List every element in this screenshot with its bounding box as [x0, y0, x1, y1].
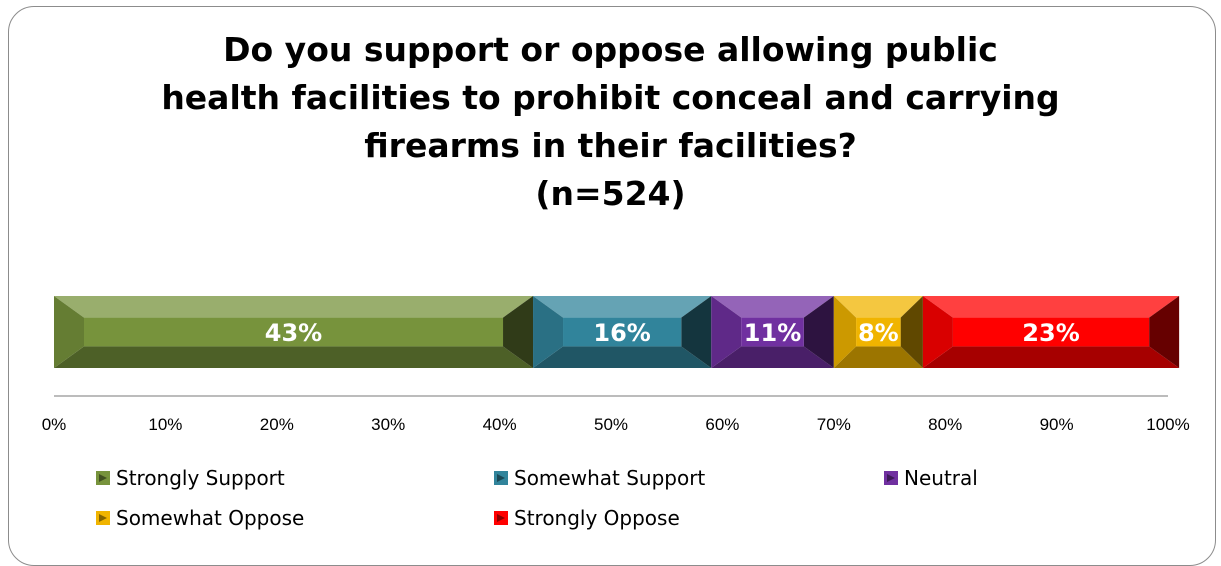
legend-label-strongly-support: Strongly Support [116, 466, 285, 490]
data-label-strongly-support: 43% [265, 319, 322, 347]
bar-bevel-top [833, 296, 923, 318]
bar-face [856, 317, 901, 347]
x-tick-label: 80% [928, 415, 962, 434]
legend-item-strongly-oppose: Strongly Oppose [494, 506, 680, 530]
bar-bevel-right [1149, 296, 1180, 368]
bar-segment-somewhat-oppose [833, 296, 923, 368]
stacked-bar-chart: 43% 16% 11% 8% 23% 0% 10% 20% 30% 40% 50% 60% 70% 80%… [42, 296, 1190, 434]
bar-bevel-left [833, 296, 857, 368]
chart-title-line-1: Do you support or oppose allowing public [223, 30, 998, 69]
bar-bevel-bottom [833, 346, 923, 368]
bar-bevel-left [922, 296, 953, 368]
bar-face [563, 317, 682, 347]
bar-bevel-left [54, 296, 84, 368]
x-tick-label: 20% [260, 415, 294, 434]
x-tick-label: 50% [594, 415, 628, 434]
x-tick-label: 70% [817, 415, 851, 434]
legend-item-somewhat-support: Somewhat Support [494, 466, 705, 490]
chart-title-line-4: (n=524) [535, 174, 686, 213]
legend-item-neutral: Neutral [884, 466, 978, 490]
x-tick-label: 90% [1040, 415, 1074, 434]
bar-segment-somewhat-support [533, 296, 712, 368]
legend-label-somewhat-oppose: Somewhat Oppose [116, 506, 305, 530]
bar-bevel-bottom [54, 346, 534, 368]
bar-segment-strongly-oppose [922, 296, 1180, 368]
data-label-strongly-oppose: 23% [1022, 319, 1079, 347]
legend-label-somewhat-support: Somewhat Support [514, 466, 706, 490]
legend-label-strongly-oppose: Strongly Oppose [514, 506, 680, 530]
x-tick-label: 0% [42, 415, 67, 434]
bar-bevel-right [681, 296, 712, 368]
bar-bevel-right [803, 296, 834, 368]
bar-bevel-top [533, 296, 712, 318]
bar-face [84, 317, 504, 347]
bar-bevel-right [503, 296, 534, 368]
data-label-somewhat-oppose: 8% [858, 319, 899, 347]
bar-bevel-top [54, 296, 534, 318]
legend-item-somewhat-oppose: Somewhat Oppose [96, 506, 304, 530]
legend-swatch-somewhat-support [494, 471, 508, 485]
bar-segment-strongly-support [54, 296, 534, 368]
bar-bevel-left [711, 296, 742, 368]
bar-bevel-bottom [533, 346, 712, 368]
x-tick-label: 60% [705, 415, 739, 434]
x-tick-label: 40% [483, 415, 517, 434]
legend-swatch-somewhat-oppose [96, 511, 110, 525]
legend-swatch-strongly-support [96, 471, 110, 485]
legend-swatch-neutral [884, 471, 898, 485]
bar-face [952, 317, 1150, 347]
bar-bevel-top [922, 296, 1180, 318]
chart-title: Do you support or oppose allowing public… [0, 26, 1221, 218]
x-tick-label: 30% [371, 415, 405, 434]
bar-bevel-left [533, 296, 564, 368]
x-tick-label: 10% [148, 415, 182, 434]
bar-bevel-top [711, 296, 834, 318]
legend-label-neutral: Neutral [904, 466, 978, 490]
bar-bevel-bottom [711, 346, 834, 368]
chart-title-line-2: health facilities to prohibit conceal an… [161, 78, 1060, 117]
chart-title-line-3: firearms in their facilities? [364, 126, 857, 165]
legend-item-strongly-support: Strongly Support [96, 466, 285, 490]
bar-bevel-right [900, 296, 923, 368]
bar-segment-neutral [711, 296, 834, 368]
bar-bevel-bottom [922, 346, 1180, 368]
data-label-neutral: 11% [744, 319, 801, 347]
bar-face [741, 317, 804, 347]
chart-frame [8, 6, 1216, 566]
data-label-somewhat-support: 16% [593, 319, 650, 347]
x-tick-label: 100% [1146, 415, 1189, 434]
legend-swatch-strongly-oppose [494, 511, 508, 525]
